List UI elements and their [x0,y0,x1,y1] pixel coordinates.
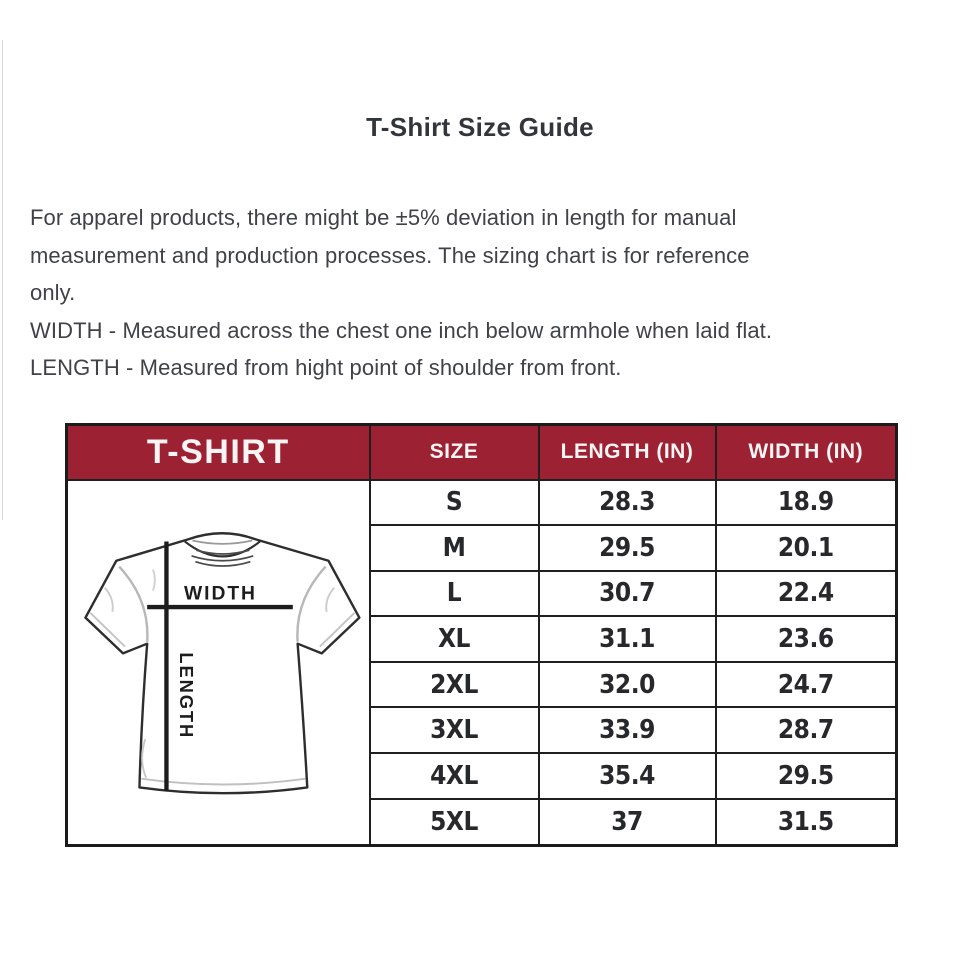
table-header-row: T-SHIRT SIZE LENGTH (IN) WIDTH (IN) [65,423,898,481]
collar-rib-2 [191,554,254,562]
hem-stitch [141,777,306,785]
size-cell: 2XL [368,660,540,709]
collar-rib-1 [196,548,250,555]
size-cell: M [368,524,540,572]
collar-rib-3 [195,560,251,567]
length-cell: 30.7 [537,569,717,618]
size-cell: 3XL [368,706,540,755]
size-chart-table: T-SHIRT SIZE LENGTH (IN) WIDTH (IN) [65,423,898,847]
size-cell: S [368,478,540,527]
size-cell: XL [368,615,540,663]
armhole-seam-left [118,565,149,642]
table-row: 5XL 37 31.5 [67,797,898,847]
length-cell: 32.0 [537,660,717,709]
armhole-seam-right [296,565,327,642]
table-header-size: SIZE [368,423,540,481]
description-block: For apparel products, there might be ±5%… [30,199,935,387]
length-cell: 29.5 [537,524,717,572]
width-cell: 20.1 [714,524,898,572]
description-line-length-definition: LENGTH - Measured from hight point of sh… [30,355,622,380]
length-cell: 35.4 [537,752,717,800]
hem-wrinkle-left [141,738,148,778]
cuff-stitch-left [89,611,126,647]
tshirt-outline [84,531,361,794]
width-label: WIDTH [184,583,257,604]
table-row: 3XL 33.9 28.7 [67,706,898,755]
length-cell: 37 [537,797,717,847]
width-cell: 23.6 [714,615,898,663]
sleeve-crease-left [103,586,114,612]
length-cell: 33.9 [537,706,717,755]
tshirt-illustration-cell: WIDTH LENGTH [65,478,371,846]
scan-edge-artifact [2,40,3,520]
table-row: XL 31.1 23.6 [67,615,898,663]
description-line-width-definition: WIDTH - Measured across the chest one in… [30,317,773,343]
collar-inner-line [192,539,253,545]
size-cell: L [368,569,540,618]
description-line: measurement and production processes. Th… [30,242,750,268]
table-header-tshirt: T-SHIRT [65,423,371,481]
size-cell: 5XL [368,797,540,847]
table-row: L 30.7 22.4 [67,569,898,618]
width-cell: 22.4 [714,569,898,618]
length-cell: 31.1 [537,615,717,663]
size-cell: 4XL [368,752,540,800]
table-header-length: LENGTH (IN) [537,423,717,481]
cuff-stitch-right [319,611,356,647]
length-cell: 28.3 [537,478,717,527]
width-cell: 29.5 [714,752,898,800]
length-label: LENGTH [176,652,197,739]
tshirt-illustration: WIDTH LENGTH [84,531,361,794]
table-row: 2XL 32.0 24.7 [67,660,898,709]
page-title: T-Shirt Size Guide [366,112,594,142]
collar-band [184,540,261,557]
table-row: WIDTH LENGTH S 28.3 18.9 [65,478,898,846]
table-row: M 29.5 20.1 [67,524,898,572]
chest-crease-left [152,568,156,591]
table-header-width: WIDTH (IN) [714,423,898,481]
width-cell: 31.5 [714,797,898,847]
description-line: For apparel products, there might be ±5%… [30,205,737,230]
width-cell: 28.7 [714,706,898,755]
width-cell: 24.7 [714,660,898,709]
width-cell: 18.9 [714,478,898,527]
table-row: 4XL 35.4 29.5 [67,752,898,800]
sleeve-crease-right [325,586,336,612]
description-line: only. [30,280,76,305]
